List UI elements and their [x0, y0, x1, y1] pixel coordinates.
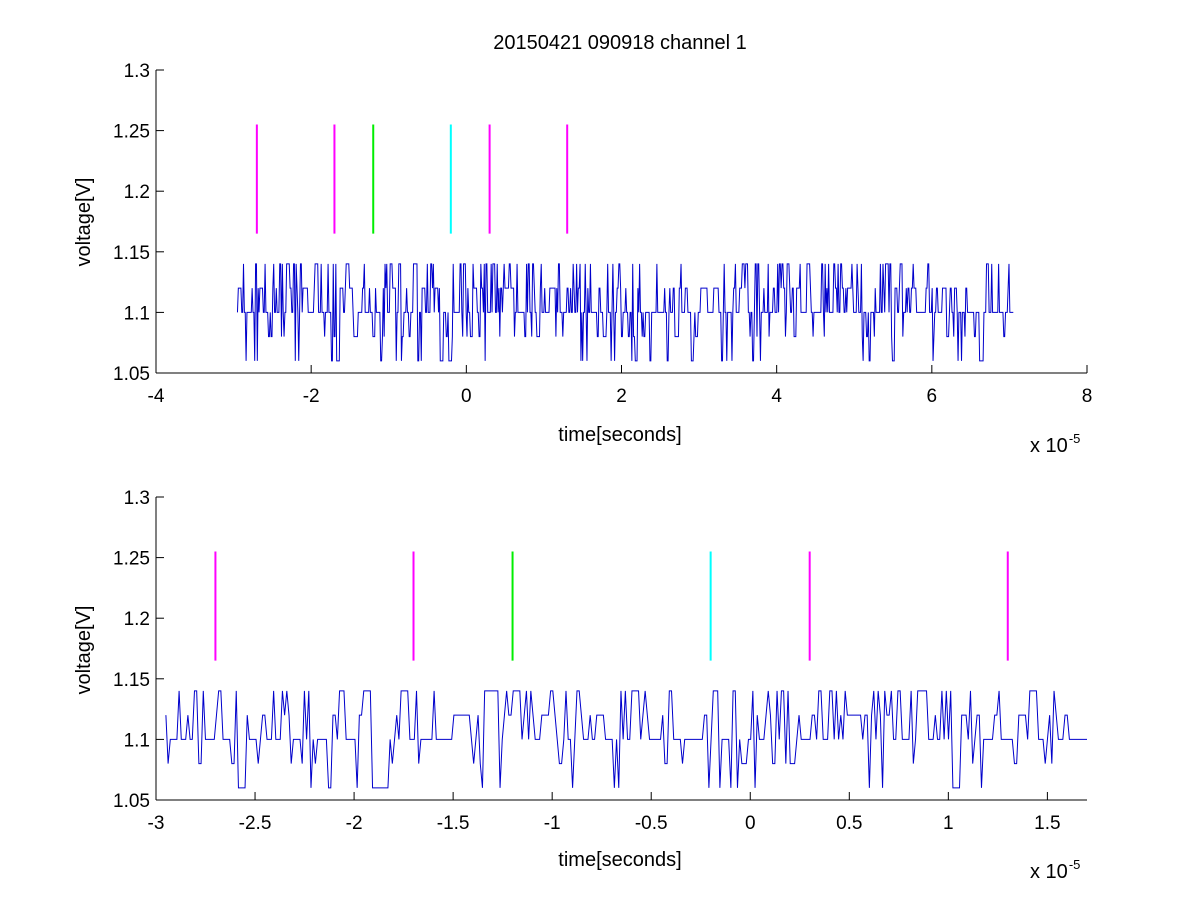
top-plot-y-tick-label: 1.1: [124, 303, 150, 324]
bottom-plot-y-tick-label: 1.15: [113, 670, 150, 691]
bottom-plot-x-tick-label: -2: [346, 813, 363, 834]
bottom-plot-x-tick-label: -0.5: [635, 813, 668, 834]
bottom-plot-x-tick-label: -3: [148, 813, 165, 834]
bottom-plot-x-tick-label: -1: [544, 813, 561, 834]
bottom-plot-x-tick-label: 0.5: [836, 813, 862, 834]
bottom-plot-axes: [155, 497, 1087, 801]
top-plot-x-tick-label: 8: [1082, 386, 1093, 407]
bottom-plot-y-ticks: 1.05 1.1 1.15 1.2 1.25 1.3: [113, 488, 164, 812]
figure-title: 20150421 090918 channel 1: [493, 32, 747, 54]
bottom-plot-x-tick-label: 0: [745, 813, 756, 834]
bottom-plot-marker-layer: [214, 551, 1009, 661]
top-plot-x-multiplier: x 10-5: [1030, 431, 1080, 457]
top-plot-y-tick-label: 1.25: [113, 122, 150, 143]
bottom-plot-x-multiplier-exponent: -5: [1069, 857, 1081, 872]
top-plot-x-tick-label: 0: [461, 386, 472, 407]
bottom-plot-signal-layer: [165, 690, 1087, 789]
top-plot-x-tick-label: 2: [616, 386, 627, 407]
top-plot-x-tick-label: 4: [771, 386, 782, 407]
top-plot-x-axis-label: time[seconds]: [558, 424, 681, 446]
bottom-plot-x-tick-label: -2.5: [239, 813, 272, 834]
top-plot-x-tick-label: 6: [927, 386, 938, 407]
bottom-plot-x-axis-label: time[seconds]: [558, 849, 681, 871]
bottom-plot: -3 -2.5 -2 -1.5 -1 -0.5 0 0.5 1 1.5 1.051.11.151.…: [73, 488, 1087, 883]
top-plot-marker-layer: [255, 124, 569, 234]
top-plot-y-axis-label: voltage[V]: [73, 178, 95, 267]
top-plot-signal-trace: [236, 263, 1014, 362]
top-plot-y-ticks: 1.05 1.1 1.15 1.2 1.25 1.3: [113, 61, 164, 385]
bottom-plot-y-tick-label: 1.3: [124, 488, 150, 509]
bottom-plot-y-tick-label: 1.1: [124, 730, 150, 751]
top-plot-x-multiplier-exponent: -5: [1069, 431, 1081, 446]
bottom-plot-y-tick-label: 1.2: [124, 609, 150, 630]
top-plot: -4 -2 0 2 4 6 8 1.05 1.1 1.15 1.2 1.25 1.3 time[sec…: [73, 61, 1092, 457]
bottom-plot-x-tick-label: -1.5: [437, 813, 470, 834]
top-plot-y-tick-label: 1.05: [113, 364, 150, 385]
bottom-plot-x-ticks: -3 -2.5 -2 -1.5 -1 -0.5 0 0.5 1 1.5: [148, 792, 1061, 834]
top-plot-y-tick-label: 1.15: [113, 243, 150, 264]
top-plot-x-multiplier-base: x 10: [1030, 435, 1068, 457]
top-plot-x-ticks: -4 -2 0 2 4 6 8: [148, 365, 1093, 407]
bottom-plot-y-tick-label: 1.25: [113, 549, 150, 570]
top-plot-signal-layer: [236, 263, 1014, 362]
bottom-plot-y-tick-label: 1.05: [113, 791, 150, 812]
top-plot-x-tick-label: -4: [148, 386, 165, 407]
bottom-plot-signal-trace: [165, 690, 1087, 789]
bottom-plot-y-axis-label: voltage[V]: [73, 606, 95, 695]
top-plot-y-tick-label: 1.3: [124, 61, 150, 82]
top-plot-y-tick-label: 1.2: [124, 182, 150, 203]
bottom-plot-x-tick-label: 1.5: [1034, 813, 1060, 834]
bottom-plot-x-multiplier-base: x 10: [1030, 861, 1068, 883]
bottom-plot-x-multiplier: x 10-5: [1030, 857, 1080, 883]
bottom-plot-x-tick-label: 1: [943, 813, 954, 834]
top-plot-x-tick-label: -2: [303, 386, 320, 407]
